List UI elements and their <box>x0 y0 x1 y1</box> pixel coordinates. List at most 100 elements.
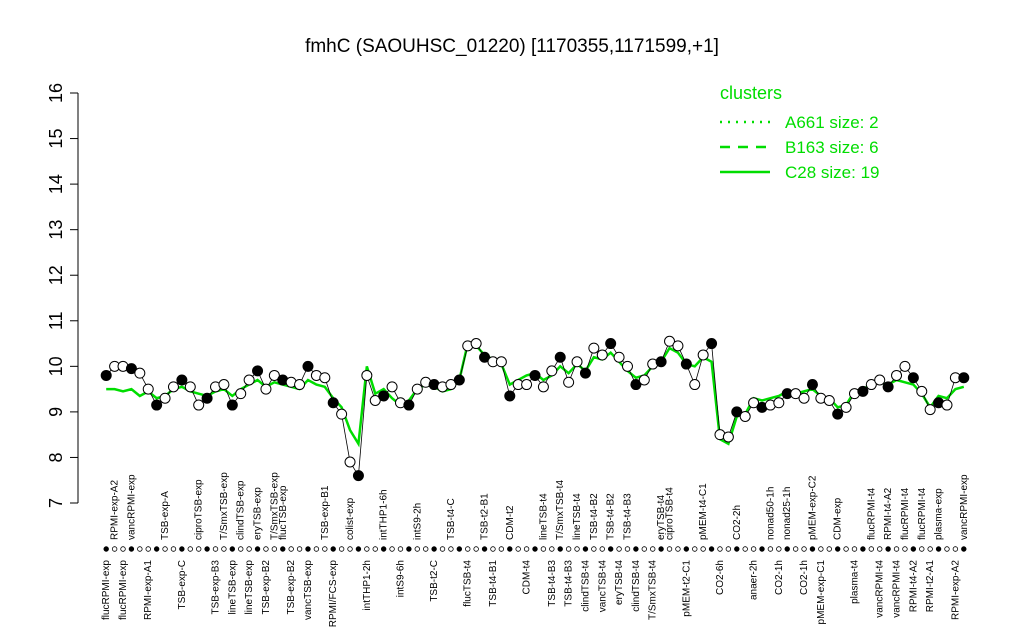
rug-dot <box>834 546 841 552</box>
data-point <box>596 349 608 361</box>
x-tick-label: pMEM-t2-C1 <box>681 560 692 617</box>
rug-dot <box>591 546 597 552</box>
rug-dot <box>893 546 900 552</box>
data-point <box>218 379 230 391</box>
rug-dot <box>641 546 648 552</box>
rug-dot <box>523 546 530 552</box>
rug-dot <box>826 546 832 552</box>
y-tick-label: 11 <box>46 311 66 330</box>
data-point <box>252 365 264 377</box>
x-tick-label: lineTSB-exp <box>227 560 238 615</box>
legend-title: clusters <box>720 83 782 103</box>
rug-dot <box>465 546 471 552</box>
rug-dot <box>860 546 866 552</box>
rug-dot <box>692 546 698 552</box>
rug-dot <box>406 546 412 552</box>
data-point <box>832 408 844 420</box>
rug-dot <box>490 546 496 552</box>
data-point <box>226 399 238 411</box>
x-tick-label: TSB-exp-B2 <box>261 560 272 615</box>
x-tick-label: CO2-6h <box>715 560 726 595</box>
data-point <box>865 379 877 391</box>
rug-dot <box>624 546 631 552</box>
x-tick-label: anaer-2h <box>749 560 760 600</box>
legend-label: A661 size: 2 <box>785 113 879 132</box>
rug-dot <box>549 546 555 552</box>
rug-dot <box>170 546 177 552</box>
rug-dot <box>809 546 816 552</box>
x-tick-label-top: lineTSB-t4 <box>572 493 583 540</box>
rug-dot <box>187 546 193 552</box>
x-tick-label-top: flucRPMI-t4 <box>900 487 911 540</box>
rug-dot <box>885 546 891 552</box>
x-tick-label-top: flucRPMI-t4 <box>866 487 877 540</box>
rug-dot <box>162 546 168 552</box>
x-tick-label: vancRPMI-t4 <box>875 560 886 618</box>
rug-dot <box>263 546 269 552</box>
rug-dot <box>507 546 513 552</box>
x-tick-label: flucRPMI-exp <box>118 560 129 620</box>
rug-dot <box>246 546 252 552</box>
x-tick-label: RPMI/FCS-exp <box>328 560 339 628</box>
rug-dot <box>792 546 799 552</box>
x-tick-label: RPMI-exp-A1 <box>143 560 154 620</box>
data-point <box>294 379 306 391</box>
data-point <box>243 374 255 386</box>
data-point <box>403 399 415 411</box>
x-tick-label-top: T/SmxTSB-exp <box>219 472 230 540</box>
x-tick-label: RPMI-exp-A2 <box>950 560 961 620</box>
x-tick-label: TSB-t2-C <box>429 560 440 602</box>
rug-dot <box>532 546 538 552</box>
data-point <box>958 372 970 384</box>
data-point <box>302 360 314 372</box>
legend-label: C28 size: 19 <box>785 163 880 182</box>
data-point <box>319 372 331 384</box>
rug-dot <box>843 546 849 552</box>
data-point <box>453 374 465 386</box>
y-tick-label: 9 <box>46 407 66 417</box>
data-point <box>411 383 423 395</box>
data-point <box>495 356 507 368</box>
rug-dot <box>380 546 387 552</box>
data-point <box>193 399 205 411</box>
x-tick-label: intS9-6h <box>395 560 406 597</box>
x-tick-label-top: TSB-exp-A <box>160 491 171 540</box>
data-point <box>479 351 491 363</box>
rug-dot <box>145 546 151 552</box>
data-point <box>571 356 583 368</box>
rug-dot <box>481 546 488 552</box>
rug-dot <box>313 546 320 552</box>
x-tick-label-top: lineTSB-t4 <box>538 493 549 540</box>
rug-dot <box>868 546 875 552</box>
data-point <box>268 369 280 381</box>
data-point <box>554 351 566 363</box>
rug-dot <box>153 546 160 552</box>
data-point <box>151 399 163 411</box>
x-tick-label-top: TSB-exp-B1 <box>320 485 331 540</box>
data-point <box>352 470 364 482</box>
data-point <box>748 397 760 409</box>
rug-dot <box>103 546 109 552</box>
rug-dot <box>322 546 328 552</box>
x-tick-label-top: T/SmxTSB-t4 <box>555 480 566 540</box>
data-point <box>537 381 549 393</box>
data-point <box>504 390 516 402</box>
x-tick-label: vancTSB-exp <box>303 560 314 620</box>
data-point <box>630 379 642 391</box>
data-point <box>260 383 272 395</box>
data-point <box>167 381 179 393</box>
rug-dot <box>952 546 959 552</box>
rug-dot <box>280 546 286 552</box>
data-point <box>361 369 373 381</box>
data-point <box>142 383 154 395</box>
x-tick-label: lineTSB-exp <box>244 560 255 615</box>
rug-dot <box>633 546 639 552</box>
y-tick-label: 10 <box>46 356 66 376</box>
rug-dot <box>120 546 126 552</box>
data-point <box>563 376 575 388</box>
x-tick-label-top: T/SmxTSB-exp <box>269 472 280 540</box>
data-point <box>664 335 676 347</box>
data-point <box>924 404 936 416</box>
y-tick-label: 8 <box>46 452 66 462</box>
